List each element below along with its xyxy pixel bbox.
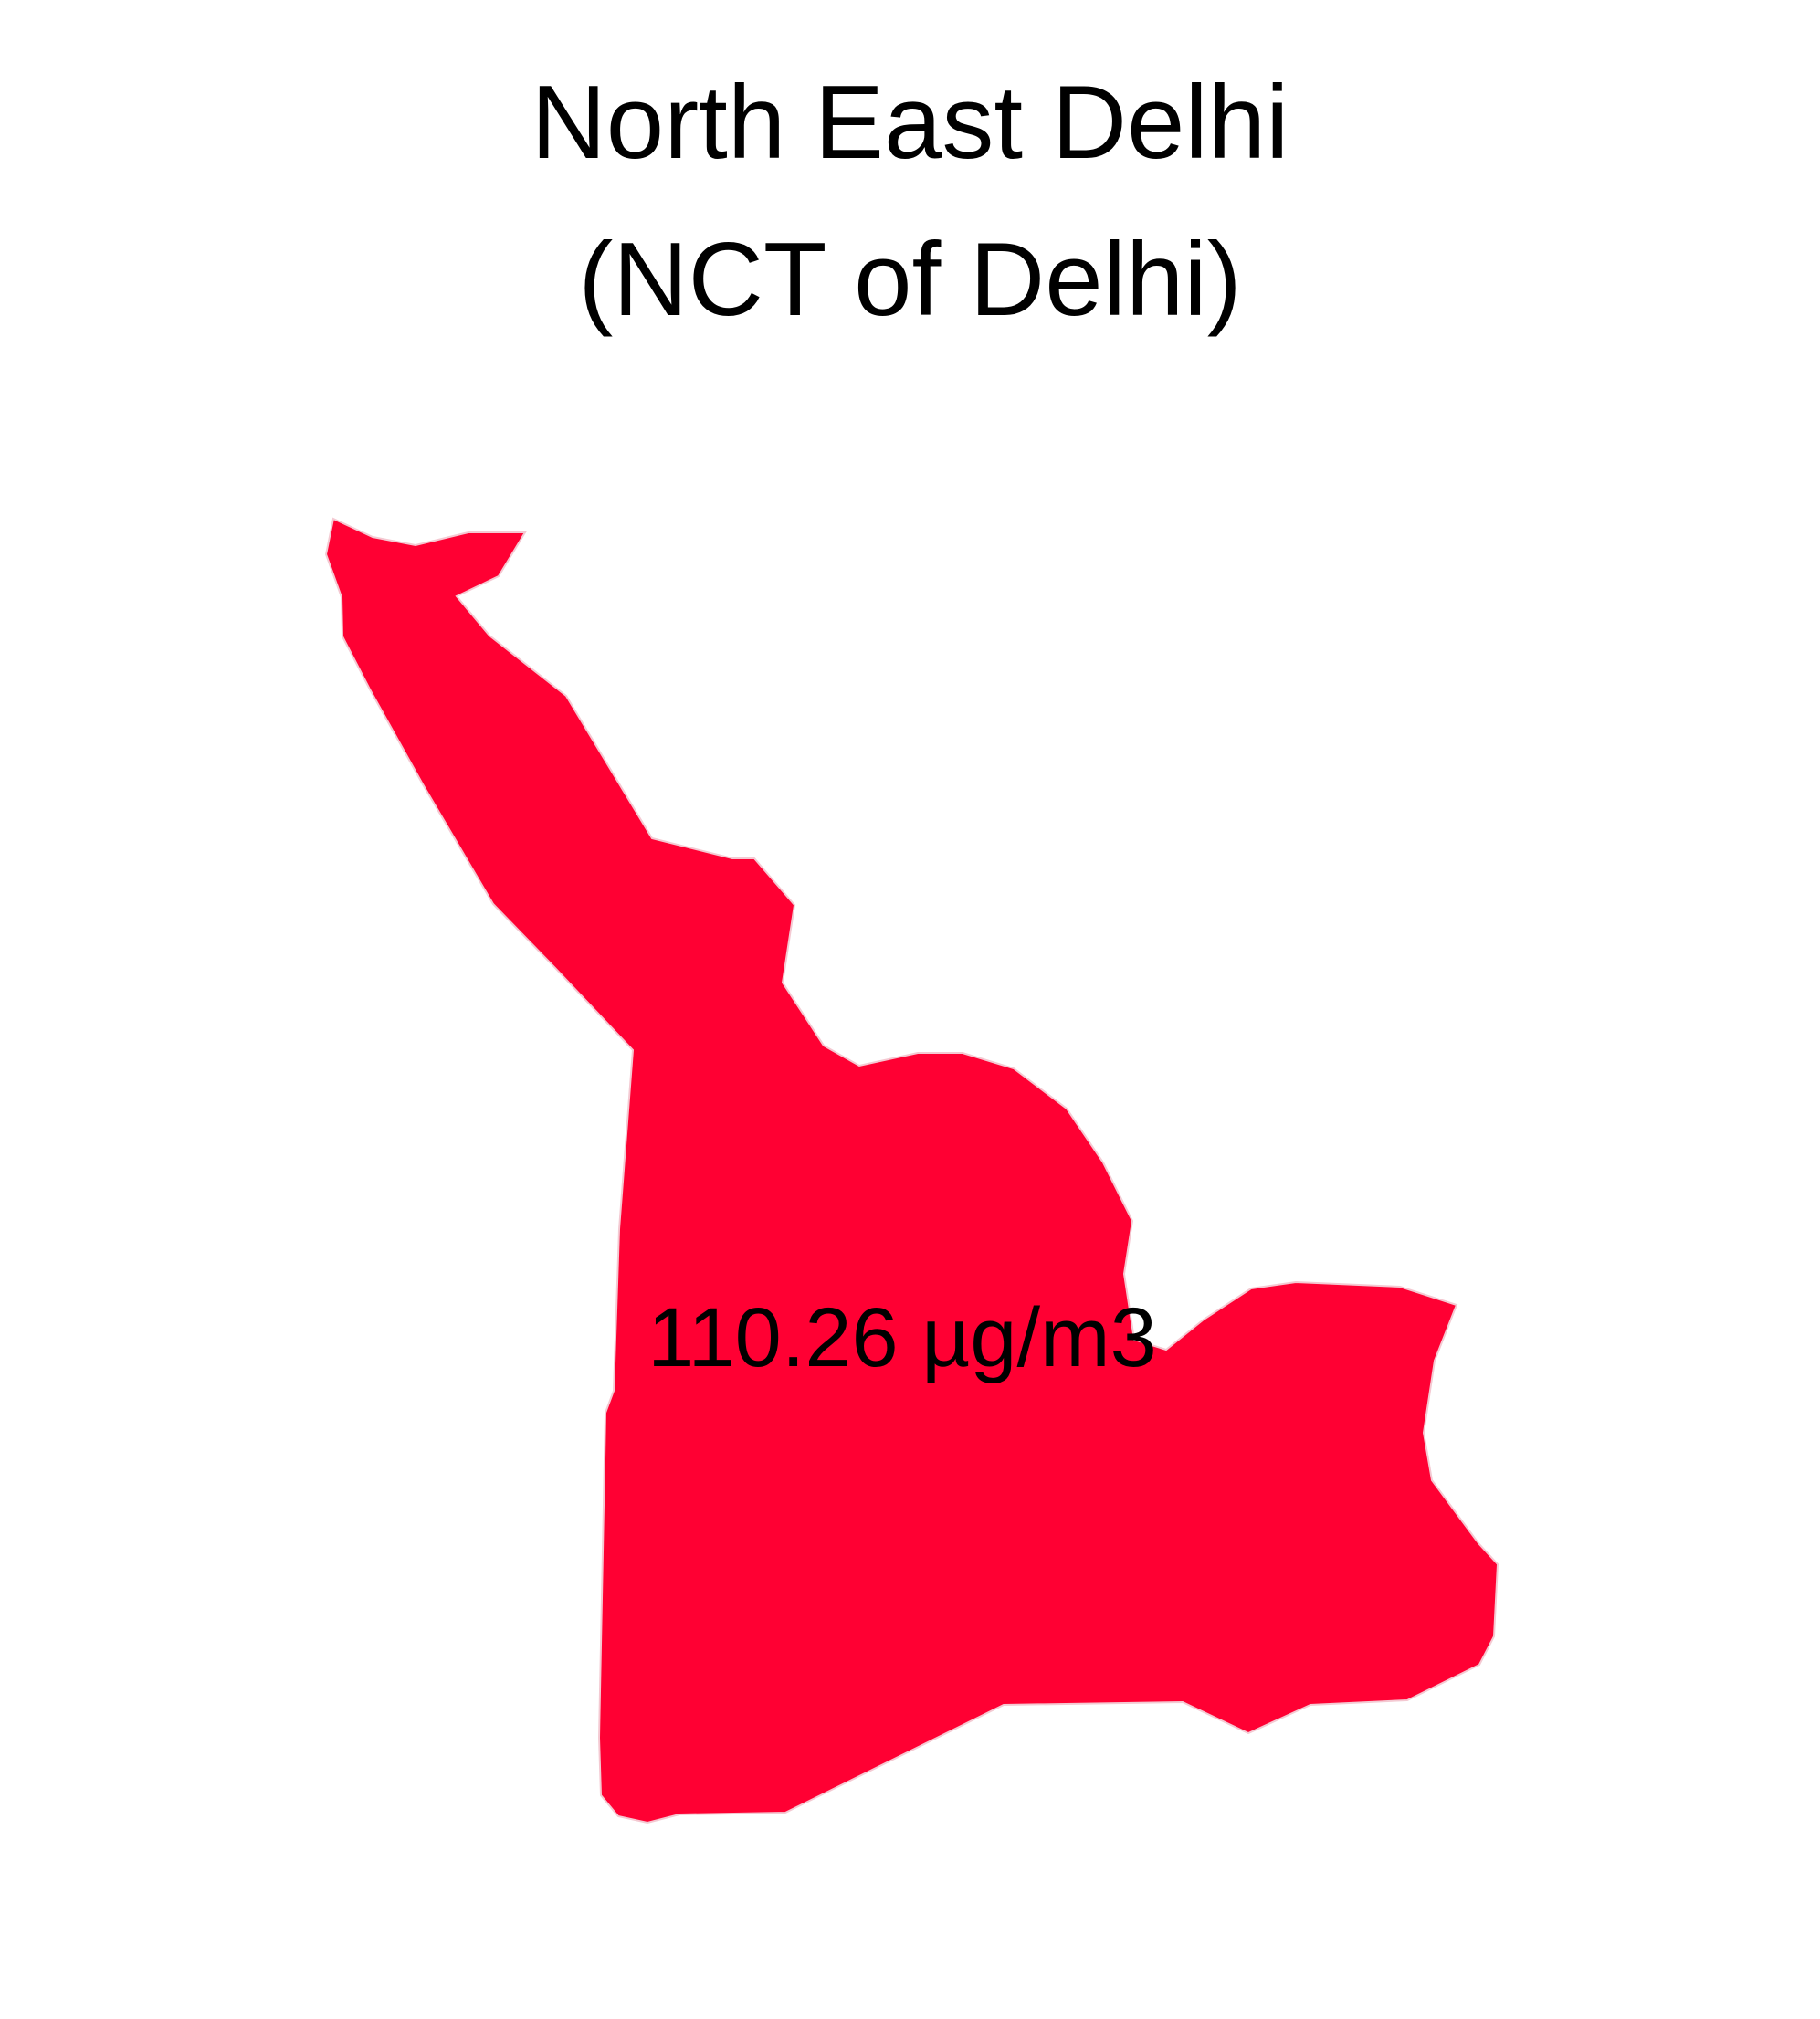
district-region-shape [324,517,1499,1824]
district-value-label: 110.26 µg/m3 [647,1291,1157,1384]
map-title: North East Delhi [531,65,1289,181]
map-subtitle: (NCT of Delhi) [578,222,1242,338]
